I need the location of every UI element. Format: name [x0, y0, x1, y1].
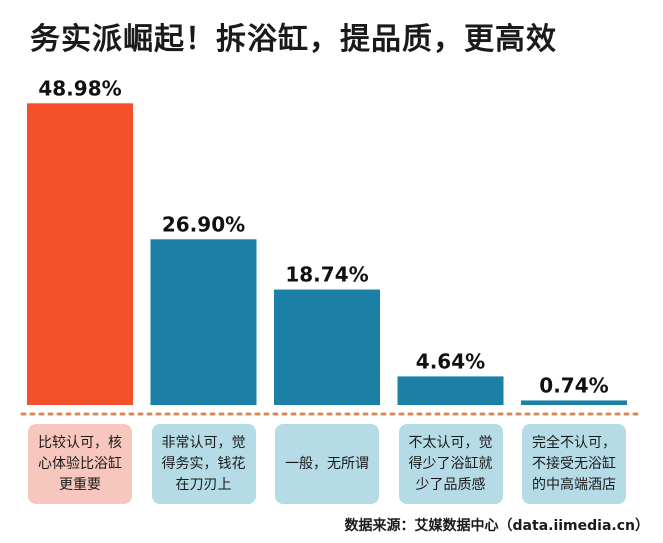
- category-label-5: 完全不认可， 不接受无浴缸 的中高端酒店: [522, 424, 626, 504]
- value-label-2: 26.90%: [162, 212, 245, 236]
- chart-title: 务实派崛起！拆浴缸，提品质，更高效: [30, 22, 557, 57]
- value-label-1: 48.98%: [38, 76, 121, 100]
- bar-2: [150, 239, 257, 405]
- bar-5: [521, 400, 627, 405]
- bar-3: [274, 289, 380, 405]
- value-label-4: 4.64%: [416, 349, 485, 373]
- value-label-5: 0.74%: [539, 373, 608, 397]
- category-label-4: 不太认可，觉 得少了浴缸就 少了品质感: [398, 424, 503, 504]
- bar-1: [27, 103, 133, 405]
- data-source: 数据来源：艾媒数据中心（data.iimedia.cn）: [344, 518, 649, 534]
- category-label-1: 比较认可，核 心体验比浴缸 更重要: [28, 424, 132, 504]
- category-label-3: 一般，无所谓: [275, 424, 379, 504]
- bar-4: [397, 376, 504, 405]
- category-label-2: 非常认可，觉 得务实，钱花 在刀刃上: [151, 424, 256, 504]
- value-label-3: 18.74%: [285, 263, 368, 287]
